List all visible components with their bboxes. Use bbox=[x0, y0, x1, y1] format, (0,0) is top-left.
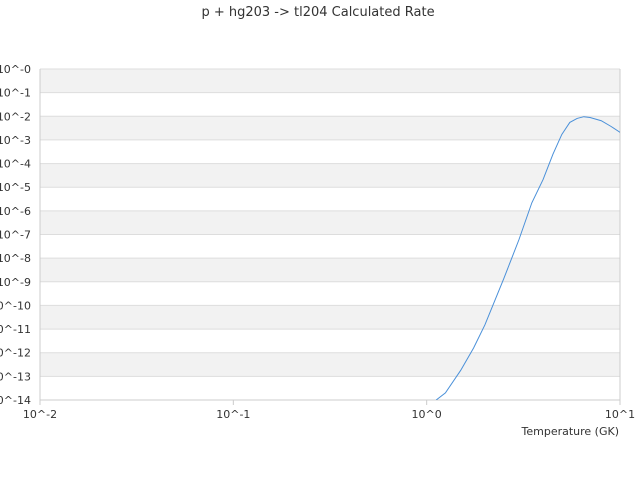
x-tick-label: 10^-2 bbox=[23, 408, 57, 421]
plot-band bbox=[40, 116, 620, 140]
rate-series-line bbox=[435, 116, 620, 400]
y-tick-label: 10^-10 bbox=[0, 299, 31, 312]
y-tick-label: 10^-2 bbox=[0, 110, 31, 123]
y-tick-label: 10^-1 bbox=[0, 87, 31, 100]
y-tick-label: 10^-8 bbox=[0, 252, 31, 265]
x-tick-labels: 10^-2 10^-1 10^0 10^1 bbox=[23, 408, 635, 421]
y-tick-label: 10^-0 bbox=[0, 63, 31, 76]
y-tick-label: 10^-6 bbox=[0, 205, 31, 218]
plot-background-bands bbox=[40, 69, 620, 377]
axes bbox=[39, 69, 621, 405]
x-axis-title: Temperature (GK) bbox=[521, 425, 620, 438]
x-tick-label: 10^1 bbox=[605, 408, 635, 421]
series-layer bbox=[435, 116, 620, 400]
x-tick-label: 10^0 bbox=[412, 408, 442, 421]
y-tick-label: 10^-7 bbox=[0, 229, 31, 242]
y-tick-label: 10^-5 bbox=[0, 181, 31, 194]
y-tick-labels: 10^-0 10^-1 10^-2 10^-3 10^-4 10^-5 10^-6 10^-7… bbox=[0, 63, 31, 407]
plot-band bbox=[40, 69, 620, 93]
y-tick-label: 10^-9 bbox=[0, 276, 31, 289]
plot-band bbox=[40, 258, 620, 282]
y-tick-label: 10^-12 bbox=[0, 347, 31, 360]
chart-title: p + hg203 -> tl204 Calculated Rate bbox=[201, 5, 434, 20]
plot-band bbox=[40, 210, 620, 235]
y-tick-label: 10^-13 bbox=[0, 370, 31, 383]
x-tick-label: 10^-1 bbox=[216, 408, 250, 421]
y-tick-label: 10^-14 bbox=[0, 394, 31, 407]
y-tick-label: 10^-3 bbox=[0, 134, 31, 147]
y-tick-label: 10^-4 bbox=[0, 158, 31, 171]
plot-band bbox=[40, 352, 620, 377]
plot-band bbox=[40, 163, 620, 188]
grid-lines bbox=[40, 68, 620, 401]
plot-band bbox=[40, 305, 620, 330]
y-tick-label: 10^-11 bbox=[0, 323, 31, 336]
